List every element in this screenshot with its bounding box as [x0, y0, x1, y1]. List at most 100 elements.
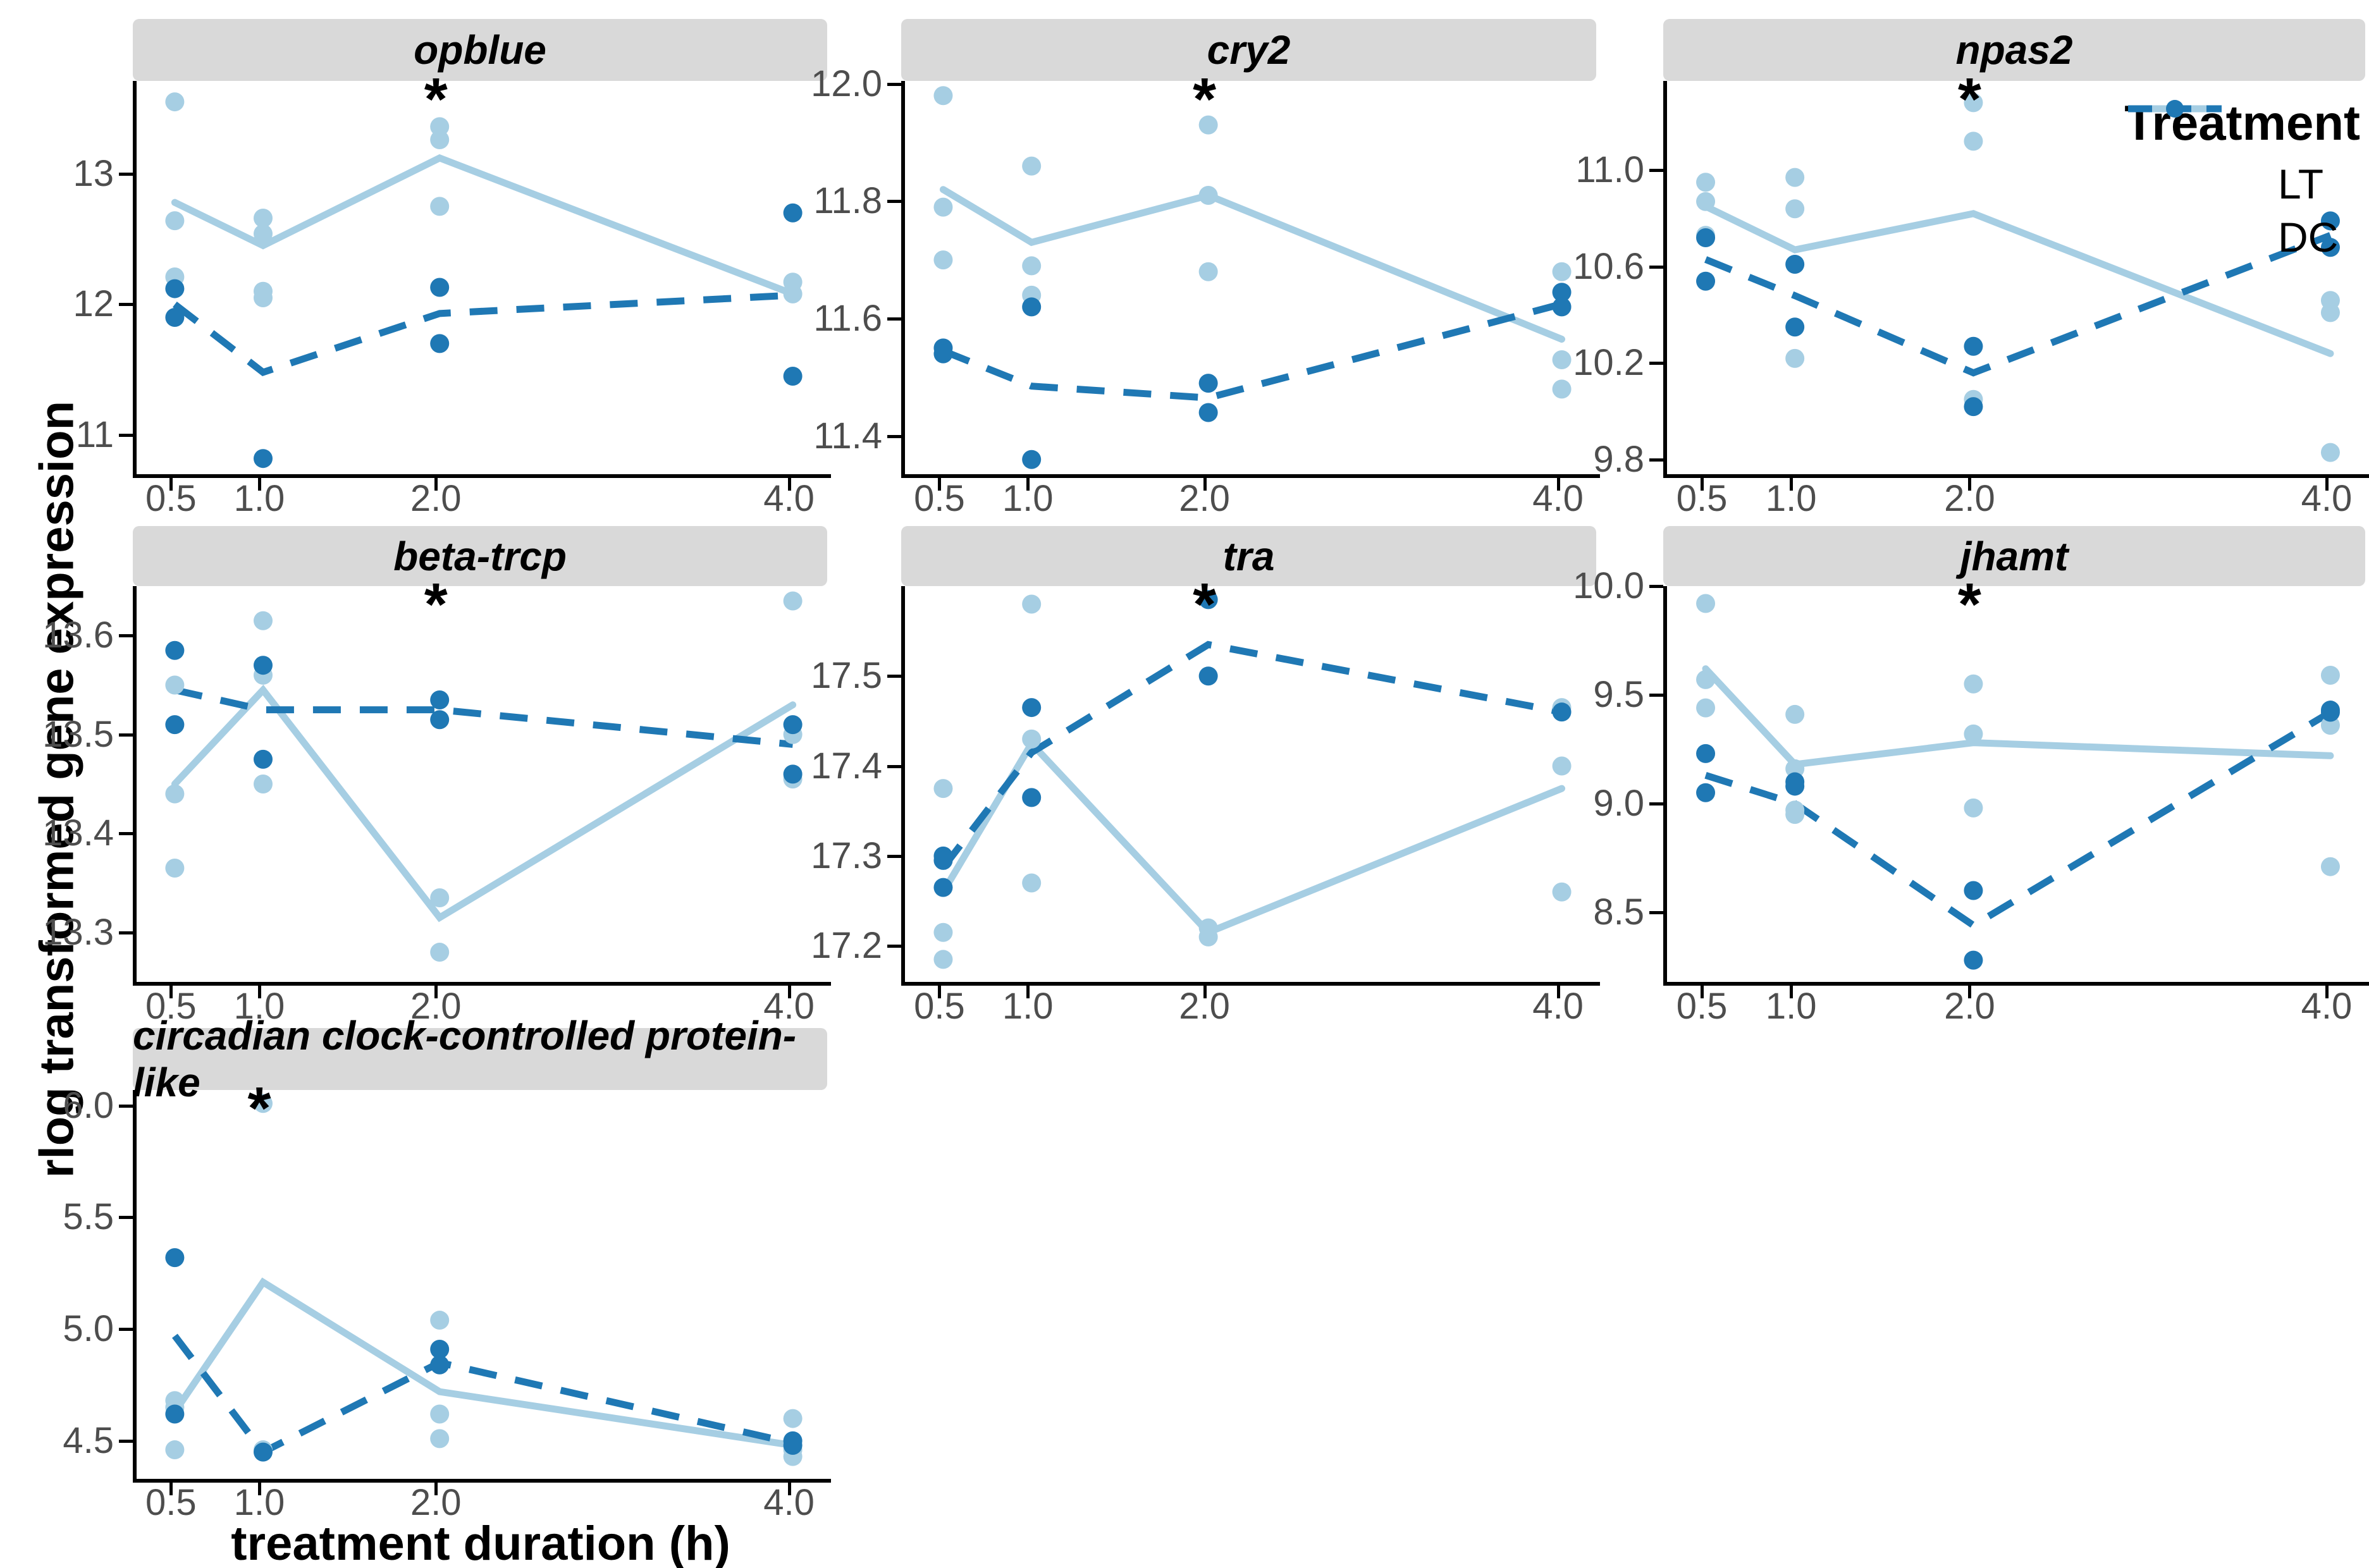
x-tick-mark: [1701, 986, 1704, 998]
lt-point: [783, 1409, 803, 1428]
dc-point: [430, 1355, 450, 1375]
y-tick-mark: [1649, 362, 1663, 365]
lt-point: [1785, 348, 1805, 368]
x-tick-mark: [787, 986, 791, 998]
y-tick-mark: [1649, 169, 1663, 173]
dc-point: [1198, 374, 1218, 393]
x-tick-mark: [257, 478, 261, 491]
dc-point: [430, 690, 450, 709]
y-tick-mark: [119, 733, 133, 737]
facet-plot-area: [901, 81, 1600, 478]
facet-plot-svg: [1696, 594, 2340, 970]
dc-point: [1785, 255, 1805, 274]
y-tick-mark: [119, 1439, 133, 1443]
lt-point: [1696, 698, 1716, 718]
dc-point: [253, 749, 273, 769]
dc-point: [1552, 702, 1572, 722]
lt-point: [253, 288, 273, 308]
dc-point: [2320, 702, 2340, 722]
y-tick-label: 13.6: [42, 615, 114, 656]
x-axis-title: treatment duration (h): [231, 1517, 730, 1568]
x-tick-mark: [2325, 478, 2329, 491]
dc-point: [2320, 211, 2340, 231]
lt-point: [1552, 379, 1572, 399]
dc-mean-line: [172, 1333, 794, 1457]
lt-point: [933, 950, 953, 969]
x-tick-mark: [1026, 478, 1030, 491]
facet-strip-title: beta-trcp: [393, 533, 567, 579]
facet-plot-area: [133, 1090, 831, 1483]
dc-point: [430, 278, 450, 297]
lt-point: [165, 859, 185, 878]
dc-mean-line: [942, 300, 1563, 401]
significance-asterisk: *: [1193, 66, 1217, 133]
y-tick-mark: [1649, 802, 1663, 805]
facet-strip-title: jhamt: [1960, 533, 2069, 579]
lt-point: [1964, 724, 1983, 744]
lt-point: [1785, 199, 1805, 219]
significance-asterisk: *: [1193, 571, 1217, 638]
dc-point: [783, 1435, 803, 1455]
dc-legend-key-icon: [2128, 100, 2222, 118]
facet-plot-area: [1663, 586, 2369, 986]
legend-item-label: DC: [2278, 213, 2339, 260]
facet-plot-svg: [933, 590, 1572, 969]
dc-point: [1964, 881, 1983, 900]
y-tick-label: 13: [73, 152, 114, 194]
lt-point: [1552, 756, 1572, 776]
x-tick-mark: [169, 478, 173, 491]
dc-point: [933, 850, 953, 870]
facet-plot-area: [133, 586, 831, 986]
lt-point: [1785, 805, 1805, 824]
x-tick-mark: [938, 478, 942, 491]
x-tick-mark: [257, 986, 261, 998]
y-tick-label: 13.5: [42, 713, 114, 755]
lt-point: [430, 130, 450, 149]
x-tick-mark: [2325, 986, 2329, 998]
dc-point: [2320, 238, 2340, 257]
lt-mean-line: [939, 186, 1566, 343]
dc-point: [165, 1248, 185, 1268]
lt-point: [1552, 262, 1572, 281]
y-tick-label: 10.6: [1573, 245, 1644, 287]
dc-point: [1198, 590, 1218, 609]
dc-point: [783, 203, 803, 223]
x-tick-mark: [1203, 986, 1207, 998]
y-tick-mark: [119, 303, 133, 307]
facet-plot-area: [133, 81, 831, 478]
lt-point: [1964, 132, 1983, 151]
x-tick-mark: [1968, 986, 1972, 998]
legend-item: LT: [2128, 100, 2360, 205]
facet-plot-svg: [1696, 93, 2340, 462]
dc-mean-line: [173, 291, 793, 376]
dc-point: [1964, 336, 1983, 356]
legend-item: DC: [2128, 100, 2360, 260]
dc-point: [430, 1340, 450, 1359]
facet-plot-svg: [165, 1094, 803, 1466]
lt-point: [1552, 882, 1572, 902]
x-tick-mark: [1026, 986, 1030, 998]
y-tick-mark: [887, 854, 901, 858]
dc-point: [1198, 403, 1218, 422]
y-tick-mark: [887, 82, 901, 86]
y-tick-mark: [119, 434, 133, 437]
y-tick-mark: [1649, 265, 1663, 269]
lt-point: [1022, 156, 1042, 176]
lt-point: [1964, 798, 1983, 818]
lt-point: [1785, 759, 1805, 778]
dc-point: [1552, 297, 1572, 317]
dc-point: [1022, 297, 1042, 317]
dc-point: [430, 334, 450, 353]
legend-title: Treatment: [2124, 95, 2360, 150]
y-tick-label: 11: [75, 414, 114, 455]
dc-point: [430, 710, 450, 730]
lt-point: [253, 208, 273, 228]
y-tick-mark: [119, 172, 133, 176]
y-tick-label: 9.8: [1593, 439, 1644, 481]
x-tick-mark: [1203, 478, 1207, 491]
facet-strip: beta-trcp: [133, 526, 827, 586]
facet-strip-title: opblue: [414, 27, 546, 73]
x-tick-mark: [787, 478, 791, 491]
y-tick-label: 17.4: [811, 745, 882, 787]
dc-point: [933, 344, 953, 364]
